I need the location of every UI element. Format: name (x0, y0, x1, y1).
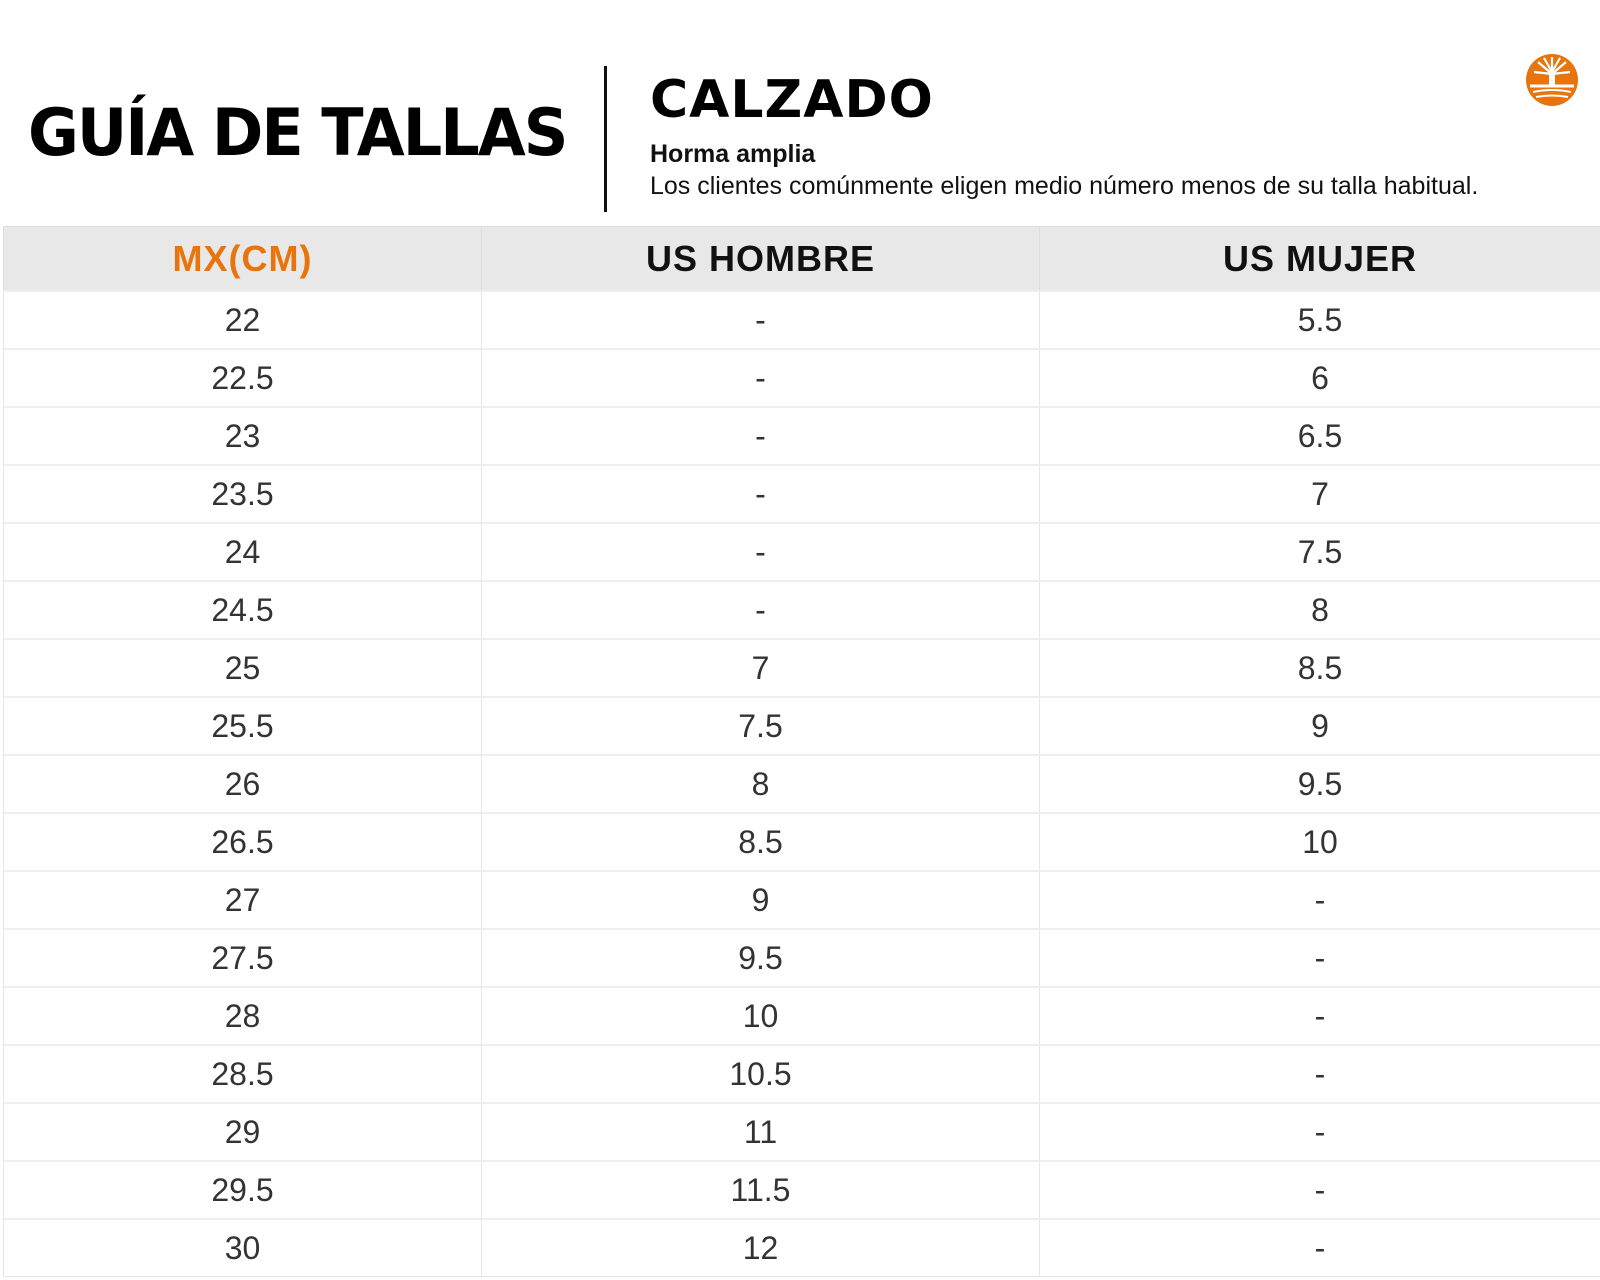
size-table: MX(CM) US HOMBRE US MUJER 22-5.5 22.5-6 23… (3, 226, 1600, 1277)
table-row: 22-5.5 (3, 290, 1600, 350)
us-women-cell: - (1039, 928, 1600, 988)
header-divider (604, 66, 607, 212)
us-women-cell: - (1039, 1160, 1600, 1220)
us-women-cell: - (1039, 1102, 1600, 1162)
mx-cell: 24 (3, 522, 482, 582)
mx-cell: 29 (3, 1102, 482, 1162)
us-men-cell: - (481, 348, 1040, 408)
table-row: 25.5 7.5 9 (3, 696, 1600, 756)
mx-cell: 24.5 (3, 580, 482, 640)
us-women-cell: 8 (1039, 580, 1600, 640)
table-header-row: MX(CM) US HOMBRE US MUJER (3, 226, 1600, 292)
mx-cell: 28 (3, 986, 482, 1046)
us-men-cell: - (481, 522, 1040, 582)
us-women-cell: 9 (1039, 696, 1600, 756)
table-row: 23-6.5 (3, 406, 1600, 466)
us-women-cell: 7 (1039, 464, 1600, 524)
mx-cell: 22 (3, 290, 482, 350)
column-header-us-women: US MUJER (1039, 226, 1600, 292)
us-men-cell: 8.5 (481, 812, 1040, 872)
page-title: GUÍA DE TALLAS (28, 94, 568, 171)
table-row: 26.5 8.5 10 (3, 812, 1600, 872)
us-men-cell: 11.5 (481, 1160, 1040, 1220)
table-row: 25 7 8.5 (3, 638, 1600, 698)
us-men-cell: 12 (481, 1218, 1040, 1277)
fit-label: Horma amplia (650, 140, 816, 168)
us-men-cell: - (481, 580, 1040, 640)
table-row: 24.5-8 (3, 580, 1600, 640)
table-row: 22.5-6 (3, 348, 1600, 408)
fit-note: Los clientes comúnmente eligen medio núm… (650, 172, 1479, 200)
us-women-cell: - (1039, 1044, 1600, 1104)
table-row: 29.5 11.5- (3, 1160, 1600, 1220)
us-men-cell: 10.5 (481, 1044, 1040, 1104)
table-row: 28.5 10.5- (3, 1044, 1600, 1104)
mx-cell: 25.5 (3, 696, 482, 756)
table-row: 29 11- (3, 1102, 1600, 1162)
us-women-cell: 6.5 (1039, 406, 1600, 466)
us-men-cell: - (481, 464, 1040, 524)
column-header-mx: MX(CM) (3, 226, 482, 292)
mx-cell: 25 (3, 638, 482, 698)
mx-cell: 23.5 (3, 464, 482, 524)
table-row: 30 12- (3, 1218, 1600, 1277)
us-men-cell: 9.5 (481, 928, 1040, 988)
mx-cell: 28.5 (3, 1044, 482, 1104)
us-men-cell: 7 (481, 638, 1040, 698)
mx-cell: 23 (3, 406, 482, 466)
us-women-cell: 8.5 (1039, 638, 1600, 698)
mx-cell: 22.5 (3, 348, 482, 408)
mx-cell: 27 (3, 870, 482, 930)
table-row: 23.5-7 (3, 464, 1600, 524)
us-women-cell: - (1039, 986, 1600, 1046)
table-row: 27.5 9.5- (3, 928, 1600, 988)
table-row: 28 10- (3, 986, 1600, 1046)
us-women-cell: 6 (1039, 348, 1600, 408)
timberland-tree-logo-icon (1526, 54, 1578, 106)
table-row: 27 9- (3, 870, 1600, 930)
us-women-cell: 7.5 (1039, 522, 1600, 582)
table-row: 26 8 9.5 (3, 754, 1600, 814)
us-men-cell: 9 (481, 870, 1040, 930)
mx-cell: 27.5 (3, 928, 482, 988)
us-men-cell: 7.5 (481, 696, 1040, 756)
table-row: 24-7.5 (3, 522, 1600, 582)
mx-cell: 29.5 (3, 1160, 482, 1220)
us-women-cell: - (1039, 1218, 1600, 1277)
us-men-cell: 10 (481, 986, 1040, 1046)
us-women-cell: 9.5 (1039, 754, 1600, 814)
us-men-cell: - (481, 406, 1040, 466)
us-men-cell: - (481, 290, 1040, 350)
us-women-cell: 10 (1039, 812, 1600, 872)
us-women-cell: - (1039, 870, 1600, 930)
us-men-cell: 11 (481, 1102, 1040, 1162)
mx-cell: 26.5 (3, 812, 482, 872)
column-header-us-men: US HOMBRE (481, 226, 1040, 292)
mx-cell: 26 (3, 754, 482, 814)
us-women-cell: 5.5 (1039, 290, 1600, 350)
us-men-cell: 8 (481, 754, 1040, 814)
mx-cell: 30 (3, 1218, 482, 1277)
category-title: CALZADO (650, 70, 934, 130)
